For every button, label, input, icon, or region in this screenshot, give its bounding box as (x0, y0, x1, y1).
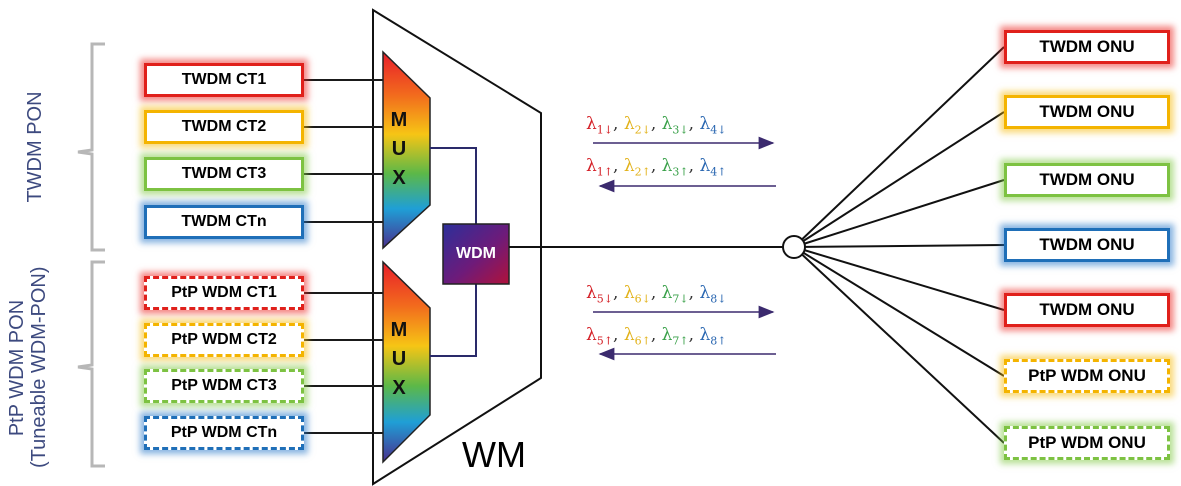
twdm-pon-label: TWDM PON (24, 91, 46, 203)
wavelength-separator: , (650, 283, 662, 303)
onu-1: TWDM ONU (1004, 30, 1170, 64)
wavelength-8-up: λ8↑ (699, 325, 727, 348)
wavelength-1-down: λ1↓ (586, 114, 613, 137)
lambda-symbol: λ (661, 325, 673, 345)
onu-6: PtP WDM ONU (1004, 359, 1170, 393)
lambda-subscript: 5↑ (596, 334, 613, 348)
upper-downstream-wavelengths: λ1↓, λ2↓, λ3↓, λ4↓ (586, 114, 726, 136)
lambda-symbol: λ (661, 114, 673, 134)
wavelength-separator: , (613, 114, 624, 134)
central-terminal-4: TWDM CTn (144, 205, 304, 239)
central-terminal-6: PtP WDM CT2 (144, 323, 304, 357)
wavelength-4-up: λ4↑ (699, 156, 727, 179)
wavelength-6-down: λ6↓ (623, 283, 651, 306)
lambda-symbol: λ (586, 156, 597, 176)
central-terminal-3: TWDM CT3 (144, 157, 304, 191)
wavelength-separator: , (688, 325, 700, 345)
wavelength-7-down: λ7↓ (661, 283, 689, 306)
wavelength-separator: , (688, 156, 700, 176)
ptp-wdm-pon-label: PtP WDM PON (Tuneable WDM-PON) (6, 266, 52, 468)
wavelength-7-up: λ7↑ (661, 325, 689, 348)
lambda-symbol: λ (623, 283, 635, 303)
lambda-symbol: λ (586, 114, 597, 134)
wavelength-8-down: λ8↓ (699, 283, 727, 306)
twdm-brace (77, 42, 105, 252)
lambda-subscript: 6↓ (634, 292, 651, 306)
ptp-wdm-pon-subtitle: (Tuneable WDM-PON) (28, 266, 50, 468)
lambda-symbol: λ (699, 325, 711, 345)
wdm-box (442, 223, 510, 285)
wavelength-2-up: λ2↑ (623, 156, 651, 179)
onu-3: TWDM ONU (1004, 163, 1170, 197)
splitter-lines (793, 46, 1005, 444)
wavelength-2-down: λ2↓ (623, 114, 651, 137)
central-terminal-1: TWDM CT1 (144, 63, 304, 97)
lambda-subscript: 1↑ (596, 165, 613, 179)
wavelength-3-down: λ3↓ (661, 114, 689, 137)
upper-upstream-wavelengths: λ1↑, λ2↑, λ3↑, λ4↑ (586, 156, 726, 178)
lambda-subscript: 8↑ (710, 334, 727, 348)
lambda-symbol: λ (661, 283, 673, 303)
mux-upper (382, 50, 431, 250)
onu-7: PtP WDM ONU (1004, 426, 1170, 460)
lambda-subscript: 2↑ (634, 165, 651, 179)
lambda-symbol: λ (623, 325, 635, 345)
wavelength-separator: , (613, 156, 624, 176)
lambda-subscript: 1↓ (596, 123, 613, 137)
central-terminal-5: PtP WDM CT1 (144, 276, 304, 310)
lambda-symbol: λ (699, 156, 711, 176)
mux-upper-to-wdm (430, 147, 477, 224)
lambda-symbol: λ (623, 156, 635, 176)
wavelength-separator: , (613, 283, 624, 303)
lambda-symbol: λ (586, 283, 597, 303)
central-terminal-2: TWDM CT2 (144, 110, 304, 144)
lambda-symbol: λ (661, 156, 673, 176)
wavelength-separator: , (650, 156, 662, 176)
lambda-symbol: λ (699, 114, 711, 134)
lambda-subscript: 3↓ (672, 123, 689, 137)
lambda-subscript: 2↓ (634, 123, 651, 137)
lambda-subscript: 7↑ (672, 334, 689, 348)
wavelength-separator: , (688, 114, 700, 134)
lambda-subscript: 8↓ (710, 292, 727, 306)
wavelength-3-up: λ3↑ (661, 156, 689, 179)
lambda-subscript: 5↓ (596, 292, 613, 306)
wavelength-5-down: λ5↓ (586, 283, 613, 306)
wavelength-5-up: λ5↑ (586, 325, 613, 348)
wdm-label: WDM (456, 245, 496, 262)
ct-lines (304, 79, 383, 434)
lower-downstream-wavelengths: λ5↓, λ6↓, λ7↓, λ8↓ (586, 283, 726, 305)
central-terminal-7: PtP WDM CT3 (144, 369, 304, 403)
lambda-subscript: 7↓ (672, 292, 689, 306)
ptp-wdm-pon-title: PtP WDM PON (6, 299, 28, 437)
lower-upstream-wavelengths: λ5↑, λ6↑, λ7↑, λ8↑ (586, 325, 726, 347)
central-terminal-8: PtP WDM CTn (144, 416, 304, 450)
wavelength-4-down: λ4↓ (699, 114, 727, 137)
lambda-subscript: 4↓ (710, 123, 727, 137)
lambda-symbol: λ (623, 114, 635, 134)
lambda-subscript: 4↑ (710, 165, 727, 179)
mux-lower-to-wdm (430, 284, 477, 357)
wavelength-separator: , (650, 325, 662, 345)
wavelength-separator: , (688, 283, 700, 303)
onu-5: TWDM ONU (1004, 293, 1170, 327)
onu-2: TWDM ONU (1004, 95, 1170, 129)
wavelength-6-up: λ6↑ (623, 325, 651, 348)
lambda-subscript: 3↑ (672, 165, 689, 179)
wavelength-separator: , (650, 114, 662, 134)
wavelength-1-up: λ1↑ (586, 156, 613, 179)
lambda-symbol: λ (586, 325, 597, 345)
lambda-subscript: 6↑ (634, 334, 651, 348)
wm-label: WM (462, 434, 526, 475)
mux-lower (382, 260, 431, 464)
wavelength-separator: , (613, 325, 624, 345)
splitter-node (782, 235, 806, 259)
lambda-symbol: λ (699, 283, 711, 303)
onu-4: TWDM ONU (1004, 228, 1170, 262)
ptp-brace (77, 260, 105, 468)
